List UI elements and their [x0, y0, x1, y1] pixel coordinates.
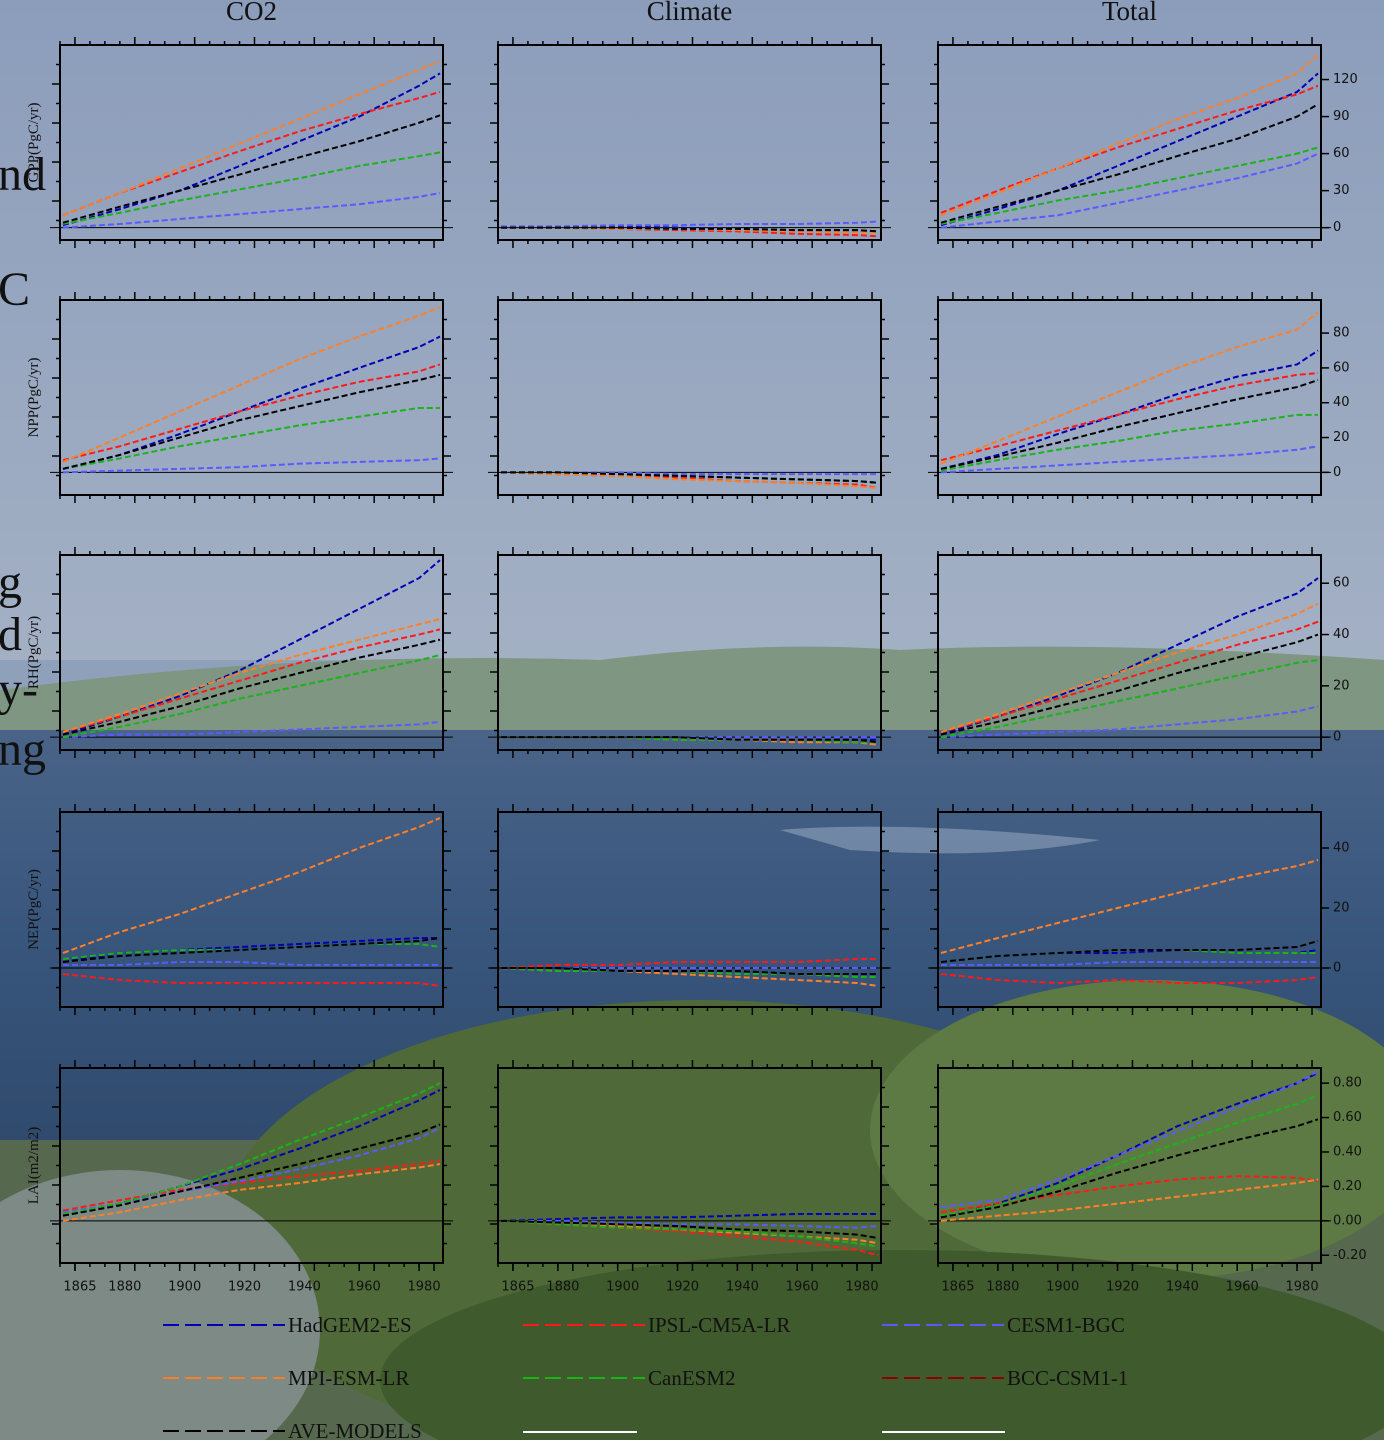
x-tick-label: 1900	[1046, 1280, 1079, 1295]
y-tick-label: 80	[1333, 326, 1350, 341]
page: ndCgdy-ng CO2GPP(PgC/yr)Climate030609012…	[0, 0, 1384, 1440]
y-tick-label: 0	[1333, 220, 1341, 235]
y-tick-label: 120	[1333, 72, 1358, 87]
x-tick-label: 1900	[606, 1280, 639, 1295]
y-tick-label: 0.00	[1333, 1213, 1362, 1228]
x-tick-label: 1980	[846, 1280, 879, 1295]
x-tick-label: 1880	[108, 1280, 141, 1295]
y-tick-label: 20	[1333, 678, 1350, 693]
y-tick-label: 0.40	[1333, 1144, 1362, 1159]
x-tick-label: 1960	[786, 1280, 819, 1295]
legend-label: BCC-CSM1-1	[1007, 1366, 1128, 1390]
y-tick-label: 0	[1333, 961, 1341, 976]
background-text: g	[0, 556, 22, 609]
legend-label: CanESM2	[648, 1366, 736, 1390]
legend-label: IPSL-CM5A-LR	[648, 1313, 790, 1337]
y-tick-label: 0.80	[1333, 1076, 1362, 1091]
background-text: d	[0, 608, 22, 661]
x-tick-label: 1900	[168, 1280, 201, 1295]
x-tick-label: 1920	[228, 1280, 261, 1295]
legend-label: CESM1-BGC	[1007, 1313, 1125, 1337]
y-axis-label: RH(PgC/yr)	[26, 616, 42, 689]
column-title: Climate	[647, 0, 732, 26]
x-tick-label: 1920	[666, 1280, 699, 1295]
x-tick-label: 1960	[348, 1280, 381, 1295]
y-axis-label: NPP(PgC/yr)	[26, 357, 42, 437]
y-tick-label: 40	[1333, 395, 1350, 410]
x-tick-label: 1980	[1286, 1280, 1319, 1295]
y-axis-label: LAI(m2/m2)	[26, 1127, 42, 1204]
chart: ndCgdy-ng CO2GPP(PgC/yr)Climate030609012…	[0, 0, 1384, 1440]
y-axis-label: NEP(PgC/yr)	[26, 869, 42, 950]
x-tick-label: 1865	[501, 1280, 534, 1295]
y-tick-label: 0	[1333, 465, 1341, 480]
y-tick-label: 90	[1333, 109, 1350, 124]
column-title: Total	[1102, 0, 1157, 26]
y-tick-label: 0	[1333, 730, 1341, 745]
x-tick-label: 1940	[1166, 1280, 1199, 1295]
y-tick-label: 40	[1333, 627, 1350, 642]
y-tick-label: 60	[1333, 146, 1350, 161]
x-tick-label: 1865	[63, 1280, 96, 1295]
y-tick-label: 30	[1333, 183, 1350, 198]
background-text: ng	[0, 723, 46, 776]
y-tick-label: 20	[1333, 901, 1350, 916]
y-tick-label: 0.60	[1333, 1110, 1362, 1125]
x-tick-label: 1865	[941, 1280, 974, 1295]
x-tick-label: 1880	[986, 1280, 1019, 1295]
y-tick-label: -0.20	[1333, 1248, 1367, 1263]
column-title: CO2	[226, 0, 277, 26]
y-axis-label: GPP(PgC/yr)	[26, 102, 42, 182]
legend-label: MPI-ESM-LR	[288, 1366, 409, 1390]
legend-label: AVE-MODELS	[288, 1419, 422, 1440]
y-tick-label: 60	[1333, 360, 1350, 375]
y-tick-label: 20	[1333, 430, 1350, 445]
y-tick-label: 0.20	[1333, 1179, 1362, 1194]
x-tick-label: 1940	[288, 1280, 321, 1295]
background-text: C	[0, 263, 30, 316]
x-tick-label: 1940	[726, 1280, 759, 1295]
x-tick-label: 1880	[546, 1280, 579, 1295]
x-tick-label: 1980	[408, 1280, 441, 1295]
x-tick-label: 1960	[1226, 1280, 1259, 1295]
y-tick-label: 40	[1333, 841, 1350, 856]
legend-label: HadGEM2-ES	[288, 1313, 412, 1337]
x-tick-label: 1920	[1106, 1280, 1139, 1295]
y-tick-label: 60	[1333, 576, 1350, 591]
